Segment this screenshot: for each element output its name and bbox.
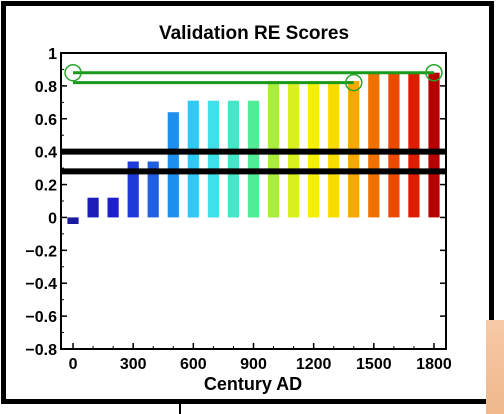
bar xyxy=(408,72,420,218)
y-tick-label: 0.6 xyxy=(35,112,57,129)
bar xyxy=(207,100,219,218)
highlight-circle xyxy=(345,73,363,92)
highlight-circle xyxy=(425,63,443,82)
x-tick-label: 1200 xyxy=(296,356,332,373)
bar xyxy=(127,161,139,218)
y-tick-label: 1 xyxy=(48,46,57,63)
x-tick-label: 1500 xyxy=(356,356,392,373)
background-decoration xyxy=(486,320,504,414)
x-tick-label: 0 xyxy=(69,356,78,373)
y-tick-label: −0.4 xyxy=(25,276,57,293)
chart-title: Validation RE Scores xyxy=(159,23,349,44)
bar xyxy=(87,197,99,218)
x-tick-label: 900 xyxy=(240,356,267,373)
y-tick-label: 0.4 xyxy=(35,145,57,162)
highlight-circle xyxy=(64,63,82,82)
bars-group xyxy=(67,72,440,224)
reference-lines-group xyxy=(61,148,446,175)
y-tick-label: −0.6 xyxy=(25,309,57,326)
bar xyxy=(368,72,380,218)
highlights-group xyxy=(64,63,443,92)
x-tick-label: 300 xyxy=(120,356,147,373)
y-axis: −0.8 −0.6 −0.4 −0.2 0 0.2 0.4 0.6 0.8 1 xyxy=(25,46,446,359)
x-tick-label: 1800 xyxy=(416,356,452,373)
bar xyxy=(187,100,199,218)
x-tick-label: 600 xyxy=(180,356,207,373)
y-tick-label: 0.2 xyxy=(35,178,57,195)
bar xyxy=(388,72,400,218)
bar xyxy=(428,72,440,218)
background-tick-mark xyxy=(179,404,181,414)
y-tick-label: −0.2 xyxy=(25,243,57,260)
bar xyxy=(167,112,179,218)
bar xyxy=(227,100,239,218)
y-tick-label: −0.8 xyxy=(25,342,57,359)
bar xyxy=(107,197,119,218)
bar xyxy=(147,161,159,218)
x-axis-title: Century AD xyxy=(204,374,302,394)
x-axis: 0 300 600 900 1200 1500 1800 xyxy=(69,343,452,373)
y-tick-label: 0 xyxy=(48,210,57,227)
bar xyxy=(247,100,260,218)
y-tick-label: 0.8 xyxy=(35,79,57,96)
bar xyxy=(67,217,79,224)
